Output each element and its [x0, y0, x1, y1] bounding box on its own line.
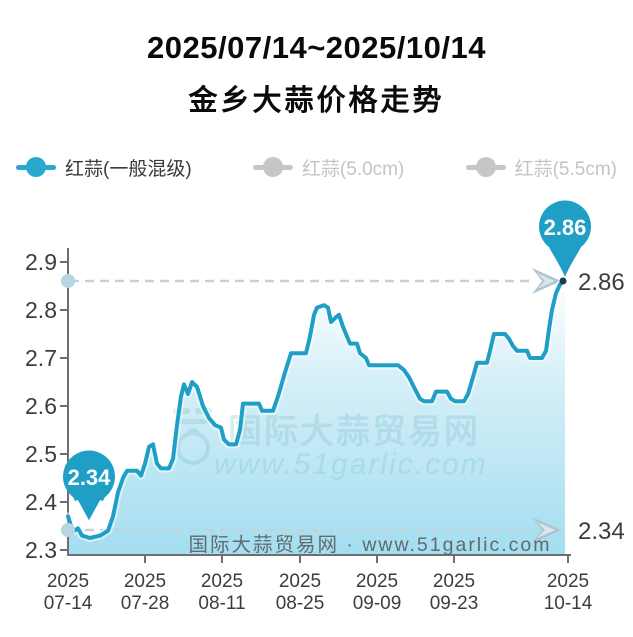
end-badge-value: 2.86 — [544, 215, 587, 240]
start-badge-value: 2.34 — [68, 465, 112, 490]
y-tick-label: 2.7 — [25, 345, 57, 371]
max-value-label: 2.86 — [578, 269, 625, 296]
bottom-watermark: 国际大蒜贸易网 · www.51garlic.com — [189, 534, 552, 556]
legend-line-dot-icon — [465, 157, 506, 177]
y-tick-label: 2.4 — [25, 489, 57, 515]
legend-item-red-garlic-mixed[interactable]: 红蒜(一般混级) — [16, 154, 192, 181]
reference-lines — [70, 279, 531, 532]
legend-item-red-garlic-5-0[interactable]: 红蒜(5.0cm) — [252, 154, 405, 181]
y-tick-label: 2.5 — [25, 441, 57, 467]
legend-line-dot-icon — [252, 157, 293, 177]
x-axis-labels: 2025 07-14 2025 07-28 2025 08-11 2025 08-25 … — [44, 571, 593, 614]
y-tick-label: 2.8 — [25, 297, 57, 323]
page-title: 金乡大蒜价格走势 — [188, 85, 445, 117]
start-price-badge: 2.34 — [63, 450, 115, 528]
legend: 红蒜(一般混级) 红蒜(5.0cm) 红蒜(5.5cm) — [0, 149, 633, 185]
price-area-fill — [68, 281, 565, 555]
y-tick-label: 2.6 — [25, 393, 57, 419]
x-tick-label: 2025 09-09 — [353, 571, 402, 614]
title-block: 2025/07/14~2025/10/14 金乡大蒜价格走势 — [0, 30, 633, 119]
center-watermark: 国际大蒜贸易网 www.51garlic.com — [173, 408, 488, 481]
x-tick-label: 2025 07-28 — [121, 571, 170, 614]
watermark-url: www.51garlic.com — [214, 448, 488, 481]
x-tick-label: 2025 09-23 — [430, 571, 479, 614]
x-axis — [67, 554, 571, 563]
x-tick-label: 2025 08-11 — [198, 571, 245, 614]
min-axis-dot — [61, 523, 75, 537]
y-axis-labels: 2.9 2.8 2.7 2.6 2.5 2.4 2.3 — [25, 249, 57, 563]
price-line — [66, 279, 565, 540]
y-tick-label: 2.9 — [25, 249, 57, 275]
y-tick-label: 2.3 — [25, 537, 57, 563]
x-tick-label: 2025 07-14 — [44, 571, 93, 614]
max-axis-dot — [61, 274, 75, 288]
watermark-site-name: 国际大蒜贸易网 — [228, 413, 480, 451]
x-tick-label: 2025 10-14 — [544, 571, 593, 614]
legend-line-dot-icon — [16, 157, 56, 177]
y-axis — [60, 248, 69, 556]
legend-label: 红蒜(5.0cm) — [301, 158, 405, 180]
legend-label: 红蒜(一般混级) — [65, 158, 192, 180]
legend-item-red-garlic-5-5[interactable]: 红蒜(5.5cm) — [465, 154, 617, 181]
legend-label: 红蒜(5.5cm) — [514, 158, 617, 180]
end-point-dot — [559, 277, 567, 285]
end-price-badge: 2.86 — [539, 200, 591, 277]
price-chart-canvas[interactable]: 国际大蒜贸易网 www.51garlic.com — [0, 190, 633, 637]
x-tick-label: 2025 08-25 — [276, 571, 325, 614]
date-range-title: 2025/07/14~2025/10/14 — [147, 30, 486, 65]
min-arrow-icon — [532, 517, 561, 543]
min-value-label: 2.34 — [578, 518, 625, 545]
max-arrow-icon — [532, 268, 561, 294]
